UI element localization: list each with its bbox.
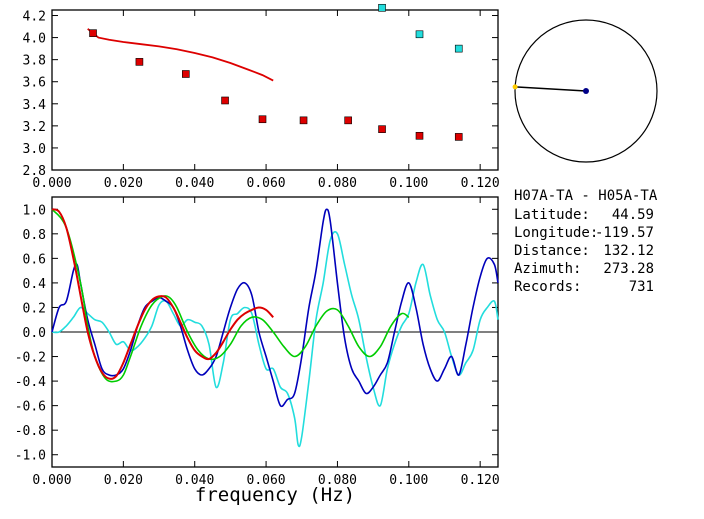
bottom-x-tick-label: 0.020 bbox=[104, 473, 143, 488]
bottom-x-tick-label: 0.100 bbox=[389, 473, 428, 488]
bottom-y-tick-label: -0.4 bbox=[15, 375, 46, 390]
red-point bbox=[344, 116, 352, 125]
phase-velocity-plot: 2.8 3.0 3.2 3.4 3.6 3.8 4.0 4.2 0.000 0.020 0.040 0… bbox=[23, 3, 500, 191]
top-y-tick-label: 3.6 bbox=[23, 76, 46, 91]
bottom-y-tick-label: -1.0 bbox=[15, 449, 46, 464]
info-value: 44.59 bbox=[612, 207, 654, 223]
top-y-tick-label: 4.2 bbox=[23, 10, 46, 25]
red-point bbox=[221, 96, 229, 105]
cyan-series-line bbox=[51, 231, 499, 448]
cyan-point bbox=[415, 30, 424, 39]
top-curve-layer bbox=[87, 28, 274, 82]
red-point bbox=[299, 116, 308, 125]
red-point bbox=[415, 131, 424, 140]
red-point bbox=[135, 58, 144, 66]
green-series-line bbox=[51, 208, 410, 383]
bottom-y-tick-label: 0.2 bbox=[23, 301, 46, 316]
bottom-y-tick-label: 0.8 bbox=[23, 228, 46, 243]
top-x-tick-label: 0.000 bbox=[32, 176, 71, 191]
top-y-tick-label: 2.8 bbox=[23, 164, 46, 179]
cyan-point bbox=[378, 3, 386, 12]
bottom-y-tick-label: -0.2 bbox=[15, 351, 46, 366]
info-label: Latitude: bbox=[514, 207, 590, 223]
cyan-point bbox=[454, 44, 463, 53]
info-label: Records: bbox=[514, 279, 581, 295]
info-value: 731 bbox=[629, 279, 654, 295]
red-point bbox=[258, 115, 267, 124]
top-y-tick-label: 3.8 bbox=[23, 54, 46, 69]
top-x-tick-label: 0.040 bbox=[175, 176, 214, 191]
bottom-x-tick-label: 0.120 bbox=[461, 473, 500, 488]
station-center-dot bbox=[583, 88, 589, 94]
station-pair-title: H07A-TA - H05A-TA bbox=[514, 188, 658, 204]
bottom-y-tick-label: 1.0 bbox=[23, 203, 46, 218]
red-point bbox=[89, 29, 97, 37]
azimuth-circle bbox=[514, 19, 658, 163]
top-y-tick-label: 3.4 bbox=[23, 98, 47, 113]
top-x-tick-label: 0.080 bbox=[318, 176, 357, 191]
x-axis-title: frequency (Hz) bbox=[195, 484, 355, 506]
red-point bbox=[182, 70, 190, 78]
top-plot-frame bbox=[51, 9, 499, 171]
red-point bbox=[454, 133, 463, 141]
top-points-layer bbox=[89, 3, 463, 141]
info-rows: Latitude: 44.59 Longitude:-119.57 Distance:… bbox=[514, 207, 654, 295]
correlation-plot: 1.0 0.8 0.6 0.4 0.2 0.0 -0.2 -0.4 -0.6 -0.8 -1.0 0.… bbox=[15, 196, 500, 506]
red-point bbox=[378, 125, 386, 133]
top-x-tick-label: 0.060 bbox=[247, 176, 286, 191]
bottom-y-tick-label: 0.0 bbox=[23, 326, 46, 341]
top-axes: 2.8 3.0 3.2 3.4 3.6 3.8 4.0 4.2 0.000 0.020 0.040 0… bbox=[23, 10, 500, 191]
top-x-tick-label: 0.020 bbox=[104, 176, 143, 191]
bottom-series-layer bbox=[51, 208, 499, 448]
azimuth-end-dot bbox=[512, 84, 518, 90]
info-panel: H07A-TA - H05A-TA Latitude: 44.59 Longitud… bbox=[514, 188, 658, 295]
bottom-y-tick-label: 0.6 bbox=[23, 252, 46, 267]
red-series-line bbox=[51, 208, 274, 380]
info-value: 132.12 bbox=[603, 243, 654, 259]
top-x-tick-label: 0.100 bbox=[389, 176, 428, 191]
info-label: Longitude: bbox=[514, 225, 598, 241]
top-y-tick-label: 3.2 bbox=[23, 120, 46, 135]
bottom-x-tick-label: 0.040 bbox=[175, 473, 214, 488]
bottom-axes: 1.0 0.8 0.6 0.4 0.2 0.0 -0.2 -0.4 -0.6 -0.8 -1.0 0.… bbox=[15, 197, 500, 488]
bottom-y-tick-label: -0.8 bbox=[15, 424, 46, 439]
info-label: Azimuth: bbox=[514, 261, 581, 277]
info-value: 273.28 bbox=[603, 261, 654, 277]
bottom-y-tick-label: 0.4 bbox=[23, 277, 47, 292]
top-y-tick-label: 4.0 bbox=[23, 32, 46, 47]
top-x-tick-label: 0.120 bbox=[461, 176, 500, 191]
bottom-y-tick-label: -0.6 bbox=[15, 400, 46, 415]
dispersion-curve bbox=[87, 28, 274, 82]
bottom-x-tick-label: 0.000 bbox=[32, 473, 71, 488]
azimuth-circle-plot bbox=[512, 19, 658, 163]
azimuth-line bbox=[515, 86, 587, 92]
info-label: Distance: bbox=[514, 243, 590, 259]
top-y-tick-label: 3.0 bbox=[23, 142, 46, 157]
bottom-x-tick-label: 0.080 bbox=[318, 473, 357, 488]
blue-series-line bbox=[51, 208, 499, 408]
info-value: -119.57 bbox=[595, 225, 654, 241]
bottom-x-tick-label: 0.060 bbox=[247, 473, 286, 488]
